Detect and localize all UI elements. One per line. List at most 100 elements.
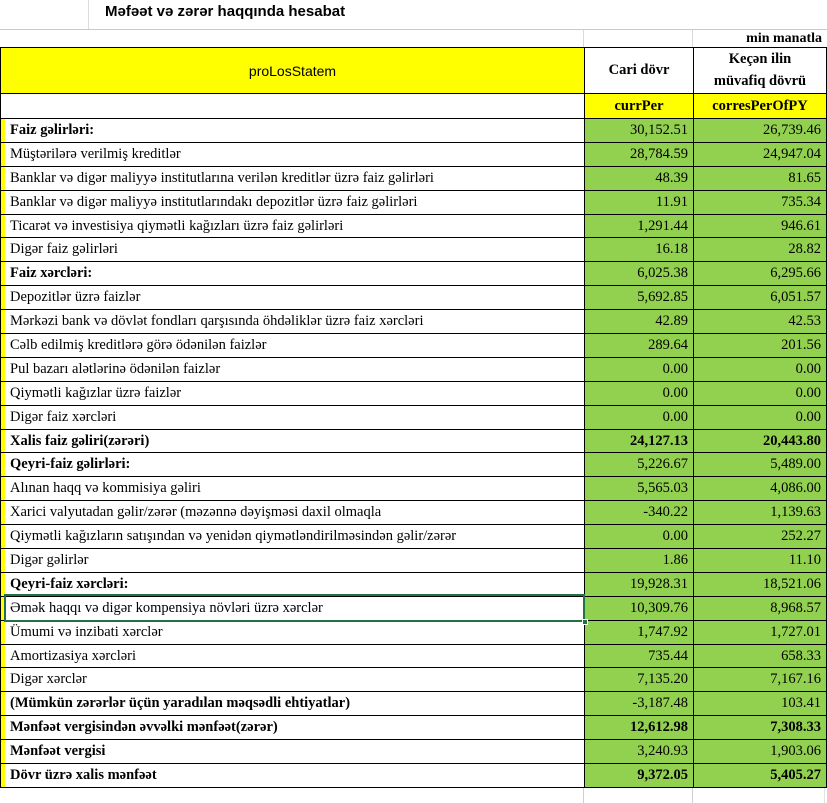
current-period-value-cell[interactable]: 1,747.92 bbox=[584, 620, 693, 644]
table-name-cell[interactable]: proLosStatem bbox=[1, 48, 584, 93]
row-label-cell[interactable]: Faiz xərcləri: bbox=[1, 262, 584, 286]
current-period-value-cell[interactable]: 6,025.38 bbox=[584, 262, 693, 286]
prior-period-value-cell[interactable]: 6,295.66 bbox=[693, 262, 826, 286]
current-period-value-cell[interactable]: 42.89 bbox=[584, 310, 693, 334]
row-label-cell[interactable]: Depozitlər üzrə faizlər bbox=[1, 286, 584, 310]
prior-period-value-cell[interactable]: 7,167.16 bbox=[693, 668, 826, 692]
prior-period-value-cell[interactable]: 946.61 bbox=[693, 214, 826, 238]
prior-period-value-cell[interactable]: 658.33 bbox=[693, 644, 826, 668]
row-label-cell[interactable]: Banklar və digər maliyyə institutlarına … bbox=[1, 166, 584, 190]
table-row: Depozitlər üzrə faizlər 5,692.85 6,051.57 bbox=[1, 286, 826, 311]
prior-period-value-cell[interactable]: 28.82 bbox=[693, 238, 826, 262]
current-period-value-cell[interactable]: 7,135.20 bbox=[584, 668, 693, 692]
table-row: Pul bazarı alətlərinə ödənilən faizlər 0.… bbox=[1, 357, 826, 382]
prior-period-value-cell[interactable]: 7,308.33 bbox=[693, 716, 826, 740]
current-period-value-cell[interactable]: 0.00 bbox=[584, 381, 693, 405]
row-label-cell[interactable]: Qeyri-faiz gəlirləri: bbox=[1, 453, 584, 477]
row-label-cell[interactable]: Amortizasiya xərcləri bbox=[1, 644, 584, 668]
profit-loss-table: proLosStatem Cari dövr Keçən ilin müvafi… bbox=[0, 47, 827, 788]
current-period-value-cell[interactable]: 16.18 bbox=[584, 238, 693, 262]
row-label-cell[interactable]: Pul bazarı alətlərinə ödənilən faizlər bbox=[1, 357, 584, 381]
prior-period-value-cell[interactable]: 26,739.46 bbox=[693, 119, 826, 142]
current-period-value-cell[interactable]: 5,692.85 bbox=[584, 286, 693, 310]
current-period-value-cell[interactable]: 0.00 bbox=[584, 357, 693, 381]
current-period-value-cell[interactable]: 9,372.05 bbox=[584, 764, 693, 787]
prior-period-value-cell[interactable]: 735.34 bbox=[693, 190, 826, 214]
prior-period-value-cell[interactable]: 4,086.00 bbox=[693, 477, 826, 501]
table-row: Əmək haqqı və digər kompensiya növləri ü… bbox=[1, 594, 826, 625]
prior-period-value-cell[interactable]: 81.65 bbox=[693, 166, 826, 190]
sheet-gridline bbox=[583, 30, 584, 47]
col-header-current-period[interactable]: Cari dövr bbox=[584, 48, 693, 93]
current-period-value-cell[interactable]: 735.44 bbox=[584, 644, 693, 668]
prior-period-value-cell[interactable]: 24,947.04 bbox=[693, 142, 826, 166]
table-row: Xalis faiz gəliri(zərəri) 24,127.13 20,443… bbox=[1, 429, 826, 454]
prior-period-value-cell[interactable]: 103.41 bbox=[693, 692, 826, 716]
current-period-value-cell[interactable]: 1,291.44 bbox=[584, 214, 693, 238]
row-label-cell[interactable]: Digər xərclər bbox=[1, 668, 584, 692]
current-period-value-cell[interactable]: -3,187.48 bbox=[584, 692, 693, 716]
row-label-cell[interactable]: Alınan haqq və kommisiya gəliri bbox=[1, 477, 584, 501]
row-label-cell[interactable]: Qiymətli kağızlar üzrə faizlər bbox=[1, 381, 584, 405]
subheader-current-period[interactable]: currPer bbox=[584, 94, 693, 118]
current-period-value-cell[interactable]: -340.22 bbox=[584, 501, 693, 525]
current-period-value-cell[interactable]: 1.86 bbox=[584, 549, 693, 572]
row-label-cell[interactable]: Cəlb edilmiş kreditlərə görə ödənilən fa… bbox=[1, 334, 584, 357]
current-period-value-cell[interactable]: 48.39 bbox=[584, 166, 693, 190]
prior-period-value-cell[interactable]: 0.00 bbox=[693, 381, 826, 405]
prior-period-value-cell[interactable]: 42.53 bbox=[693, 310, 826, 334]
prior-period-value-cell[interactable]: 18,521.06 bbox=[693, 572, 826, 596]
row-label-cell[interactable]: Digər faiz gəlirləri bbox=[1, 238, 584, 262]
row-label-cell[interactable]: Digər faiz xərcləri bbox=[1, 405, 584, 429]
row-label-cell[interactable]: Ümumi və inzibati xərclər bbox=[1, 620, 584, 644]
prior-period-value-cell[interactable]: 201.56 bbox=[693, 334, 826, 357]
prior-period-value-cell[interactable]: 1,727.01 bbox=[693, 620, 826, 644]
prior-period-value-cell[interactable]: 8,968.57 bbox=[693, 596, 826, 620]
current-period-value-cell[interactable]: 3,240.93 bbox=[584, 740, 693, 764]
current-period-value-cell[interactable]: 19,928.31 bbox=[584, 572, 693, 596]
current-period-value-cell[interactable]: 11.91 bbox=[584, 190, 693, 214]
selection-fill-handle[interactable] bbox=[582, 618, 588, 625]
prior-period-value-cell[interactable]: 6,051.57 bbox=[693, 286, 826, 310]
prior-period-value-cell[interactable]: 0.00 bbox=[693, 405, 826, 429]
current-period-value-cell[interactable]: 24,127.13 bbox=[584, 429, 693, 453]
current-period-value-cell[interactable]: 5,226.67 bbox=[584, 453, 693, 477]
table-row: Qeyri-faiz xərcləri: 19,928.31 18,521.06 bbox=[1, 572, 826, 597]
current-period-value-cell[interactable]: 0.00 bbox=[584, 405, 693, 429]
row-label-cell[interactable]: Qeyri-faiz xərcləri: bbox=[1, 572, 584, 596]
subheader-empty-cell[interactable] bbox=[1, 94, 584, 118]
row-label-cell[interactable]: (Mümkün zərərlər üçün yaradılan məqsədli… bbox=[1, 692, 584, 716]
prior-period-value-cell[interactable]: 252.27 bbox=[693, 525, 826, 549]
row-label-cell[interactable]: Mənfəət vergisindən əvvəlki mənfəət(zərə… bbox=[1, 716, 584, 740]
row-label-cell[interactable]: Xarici valyutadan gəlir/zərər (məzənnə d… bbox=[1, 501, 584, 525]
row-label-cell[interactable]: Faiz gəlirləri: bbox=[1, 119, 584, 142]
row-label-cell[interactable]: Mərkəzi bank və dövlət fondları qarşısın… bbox=[1, 310, 584, 334]
prior-period-value-cell[interactable]: 5,489.00 bbox=[693, 453, 826, 477]
current-period-value-cell[interactable]: 28,784.59 bbox=[584, 142, 693, 166]
prior-period-value-cell[interactable]: 11.10 bbox=[693, 549, 826, 572]
current-period-value-cell[interactable]: 30,152.51 bbox=[584, 119, 693, 142]
row-label-cell[interactable]: Digər gəlirlər bbox=[1, 549, 584, 572]
prior-period-value-cell[interactable]: 5,405.27 bbox=[693, 764, 826, 787]
col-header-prior-period[interactable]: Keçən ilin müvafiq dövrü bbox=[693, 48, 826, 93]
subheader-prior-period[interactable]: corresPerOfPY bbox=[693, 94, 826, 118]
row-label-cell[interactable]: Əmək haqqı və digər kompensiya növləri ü… bbox=[1, 594, 588, 625]
row-label-cell[interactable]: Mənfəət vergisi bbox=[1, 740, 584, 764]
row-label-cell[interactable]: Ticarət və investisiya qiymətli kağızlar… bbox=[1, 214, 584, 238]
prior-period-value-cell[interactable]: 1,903.06 bbox=[693, 740, 826, 764]
current-period-value-cell[interactable]: 12,612.98 bbox=[584, 716, 693, 740]
prior-period-value-cell[interactable]: 20,443.80 bbox=[693, 429, 826, 453]
row-label-cell[interactable]: Müştərilərə verilmiş kreditlər bbox=[1, 142, 584, 166]
row-label-cell[interactable]: Xalis faiz gəliri(zərəri) bbox=[1, 429, 584, 453]
prior-period-value-cell[interactable]: 1,139.63 bbox=[693, 501, 826, 525]
row-label-cell[interactable]: Dövr üzrə xalis mənfəət bbox=[1, 764, 584, 787]
table-row: Faiz xərcləri: 6,025.38 6,295.66 bbox=[1, 262, 826, 287]
prior-period-value-cell[interactable]: 0.00 bbox=[693, 357, 826, 381]
current-period-value-cell[interactable]: 0.00 bbox=[584, 525, 693, 549]
row-label-cell[interactable]: Banklar və digər maliyyə institutlarında… bbox=[1, 190, 584, 214]
current-period-value-cell[interactable]: 289.64 bbox=[584, 334, 693, 357]
table-row: Ticarət və investisiya qiymətli kağızlar… bbox=[1, 214, 826, 239]
current-period-value-cell[interactable]: 5,565.03 bbox=[584, 477, 693, 501]
row-label-cell[interactable]: Qiymətli kağızların satışından və yenidə… bbox=[1, 525, 584, 549]
current-period-value-cell[interactable]: 10,309.76 bbox=[584, 596, 693, 620]
